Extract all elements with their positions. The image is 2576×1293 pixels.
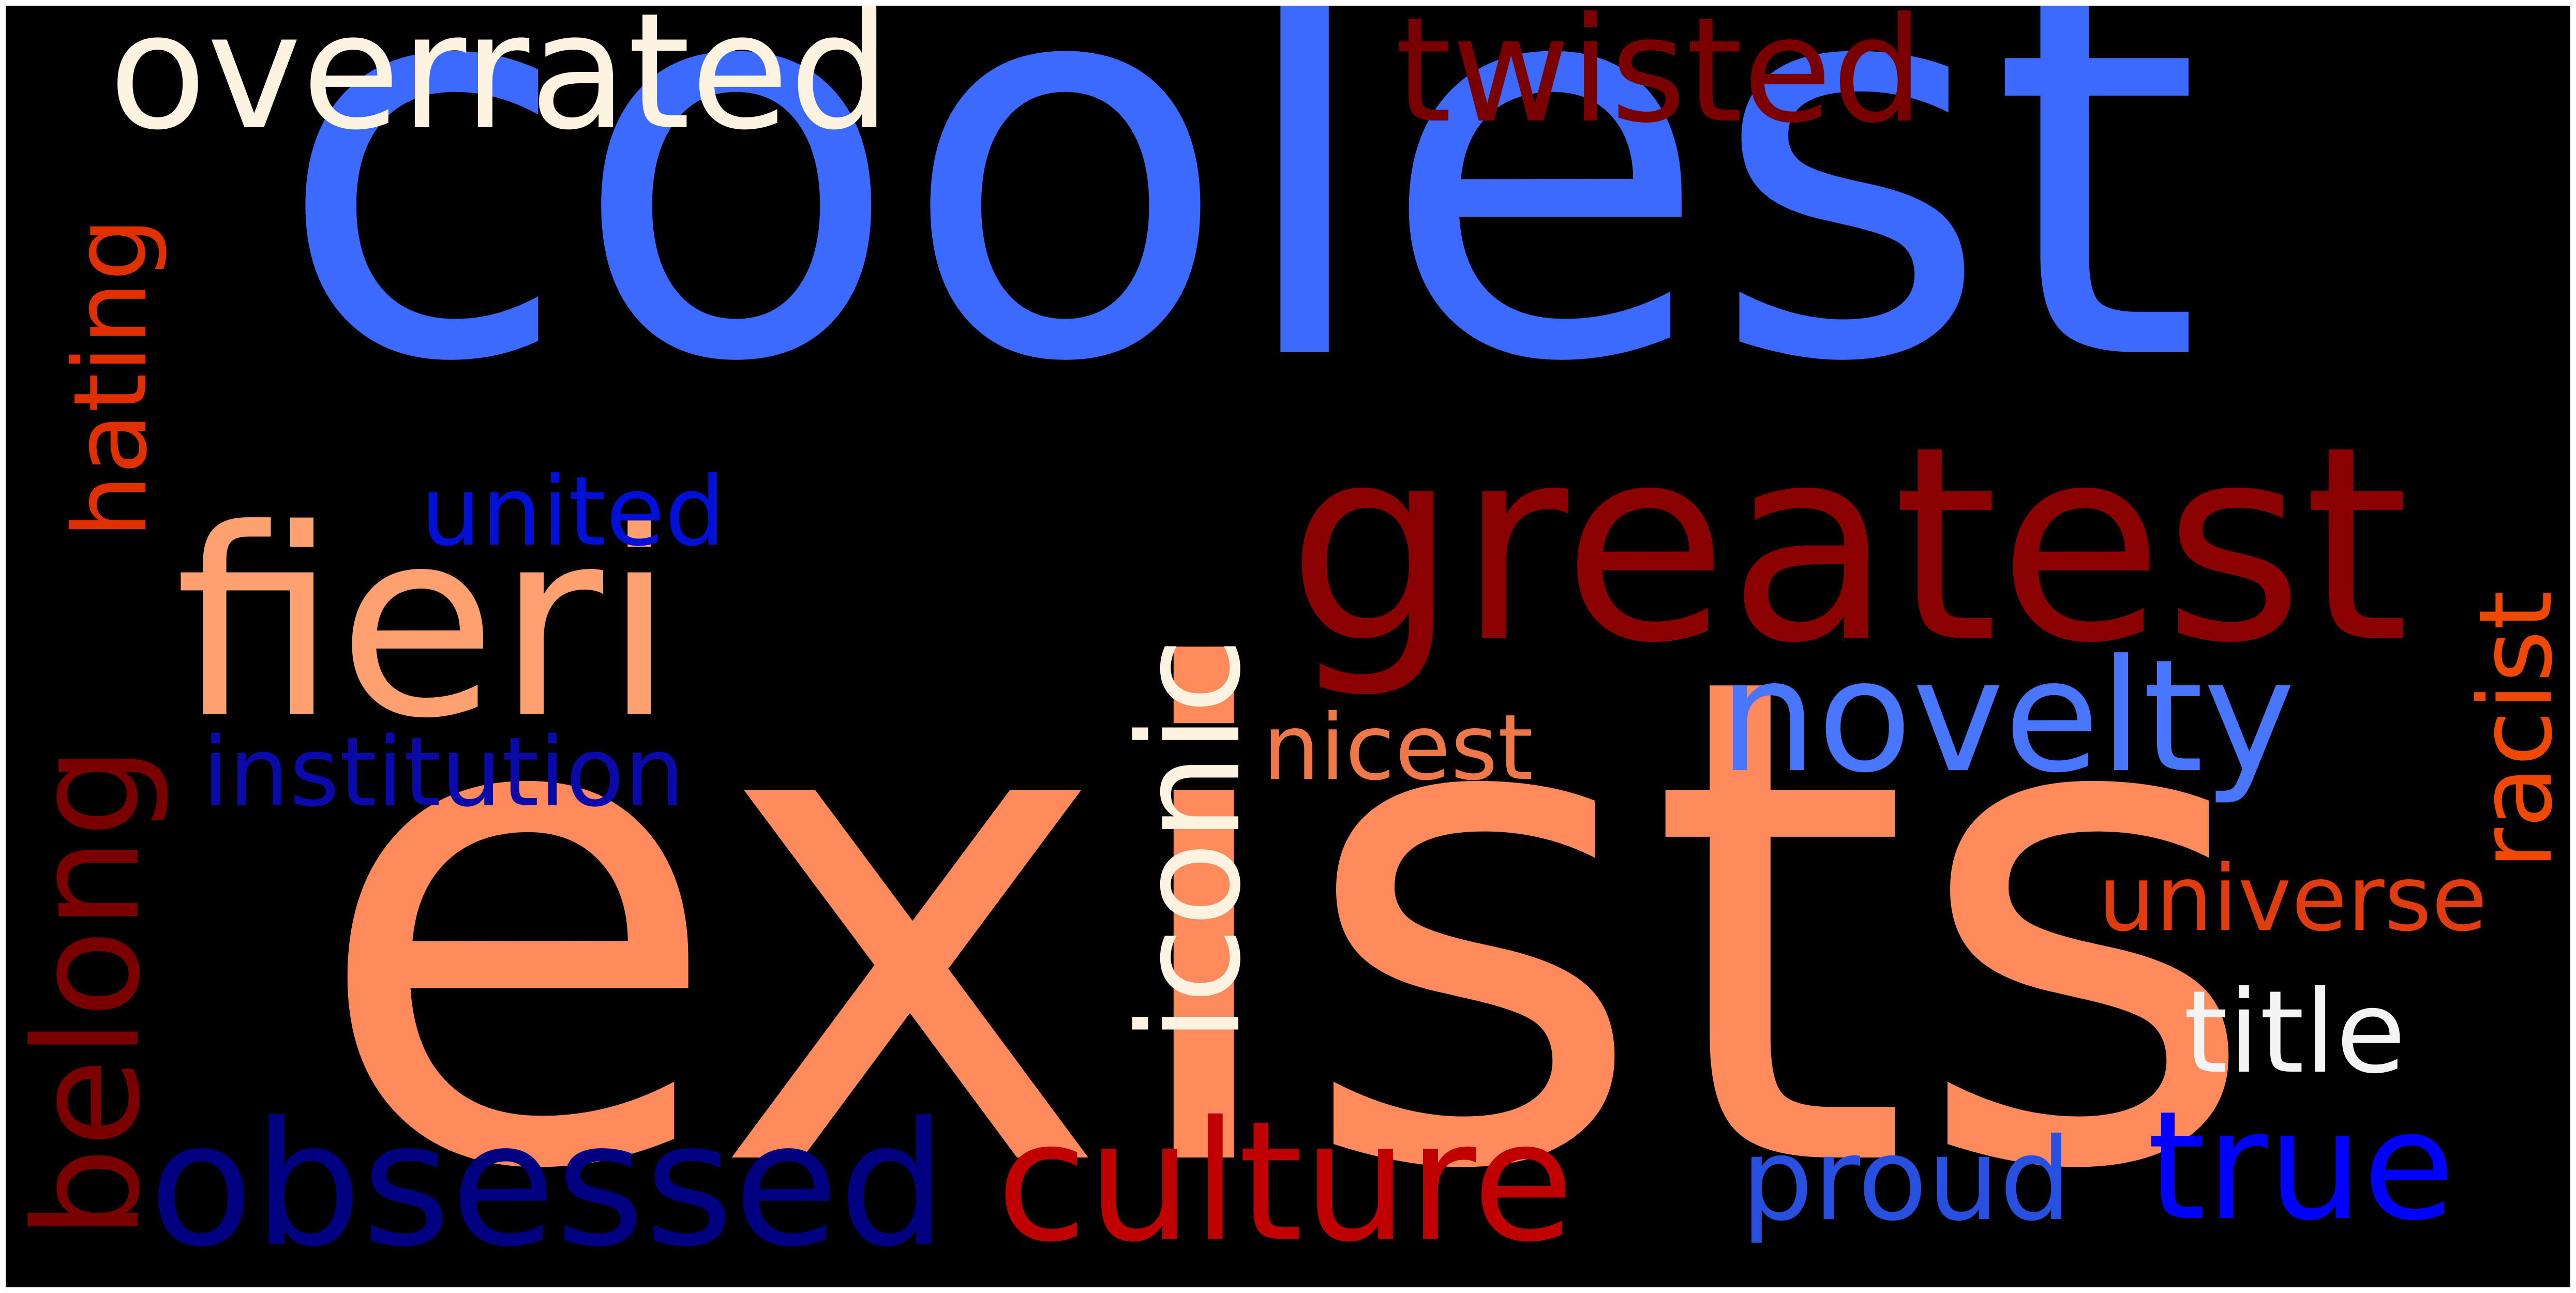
- word-nicest: nicest: [1263, 696, 1534, 801]
- word-universe: universe: [2098, 847, 2488, 952]
- word-twisted: twisted: [1395, 6, 1924, 155]
- word-exists: exists: [310, 533, 2262, 1287]
- word-true: true: [2147, 1079, 2455, 1254]
- word-title: title: [2183, 966, 2406, 1099]
- word-culture: culture: [996, 1086, 1575, 1279]
- word-cloud: coolest exists greatest fieri overrated …: [6, 6, 2570, 1287]
- word-fieri: fieri: [175, 474, 676, 775]
- word-united: united: [421, 456, 726, 567]
- word-racist: racist: [2457, 590, 2570, 869]
- word-coolest: coolest: [276, 6, 2201, 479]
- word-overrated: overrated: [109, 6, 891, 166]
- word-obsessed: obsessed: [149, 1086, 947, 1284]
- word-iconic: iconic: [1109, 637, 1271, 1043]
- word-novelty: novelty: [1719, 626, 2296, 807]
- word-proud: proud: [1741, 1114, 2072, 1246]
- word-hating: hating: [52, 217, 169, 538]
- word-institution: institution: [202, 716, 685, 828]
- word-greatest: greatest: [1287, 388, 2409, 702]
- word-belong: belong: [6, 745, 172, 1239]
